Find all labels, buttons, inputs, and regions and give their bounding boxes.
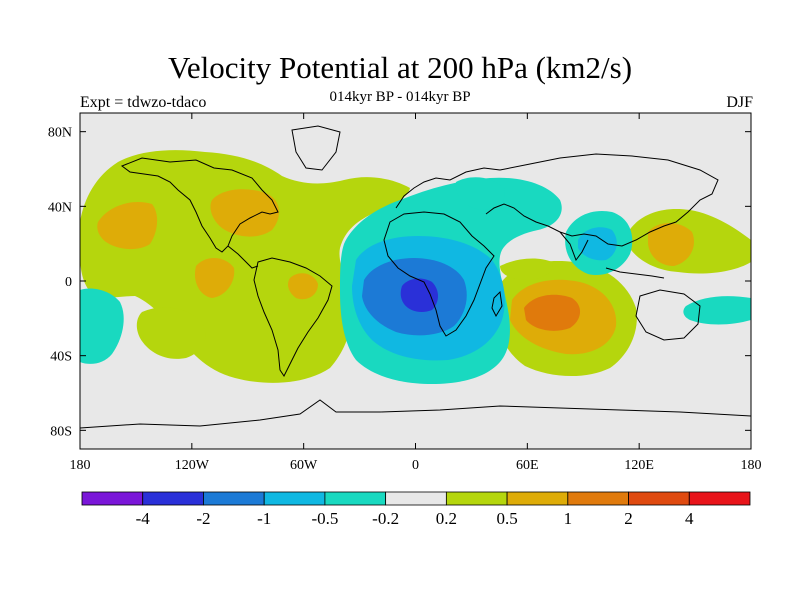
y-tick-label: 80N [48,126,72,141]
x-tick-label: 0 [412,458,419,473]
contour-east-pacific-negative [80,288,124,364]
coastline-antarctica [80,399,751,429]
colorbar-label: -1 [257,509,271,528]
contour-indian-strong [524,294,581,331]
y-tick-label: 40N [48,200,72,215]
colorbar-label: -0.2 [372,509,399,528]
coastline-asia [485,153,719,247]
colorbar-swatch [567,491,629,506]
coastlines [80,125,751,429]
colorbar-label: 2 [624,509,633,528]
contour-usa-orange [210,189,280,237]
x-tick-label: 60E [516,458,539,473]
contour-negative-strong [400,278,438,312]
colorbar-swatch [688,491,751,506]
y-axis: 80N 40N 0 40S 80S [48,126,751,439]
colorbar-label: 1 [564,509,573,528]
contour-australia-negative [683,296,751,325]
coastline-africa [383,211,495,337]
y-tick-label: 0 [65,275,72,290]
y-tick-label: 40S [50,350,72,365]
contour-north-pacific-america-positive [80,150,410,383]
colorbar-swatch [445,491,508,506]
colorbar-label: -2 [196,509,210,528]
map-title: Velocity Potential at 200 hPa (km2/s) [167,50,633,85]
coastline-indonesia [605,267,665,279]
map-subtitle: 014kyr BP - 014kyr BP [329,89,471,105]
contour-indonesia-sky [578,227,617,261]
contour-north-africa-negative [455,177,505,210]
colorbar: -4 -2 -1 -0.5 -0.2 0.2 0.5 1 2 4 [81,491,751,528]
contour-south-pacific-positive [136,307,206,359]
colorbar-label: 4 [685,509,694,528]
x-tick-label: 120E [624,458,654,473]
contour-central-africa-positive [500,258,553,280]
coastline-madagascar [491,290,503,318]
colorbar-swatch [142,491,204,506]
colorbar-swatch [385,491,447,506]
x-tick-label: 180 [741,458,762,473]
experiment-label: Expt = tdwzo-tdaco [80,94,207,111]
colorbar-swatch [628,491,690,506]
season-label: DJF [726,94,753,111]
coastline-europe [395,167,501,209]
coastline-central-america [227,245,259,269]
colorbar-swatch [81,491,144,506]
coastline-north-america [120,157,279,253]
contour-westpacific-orange [648,223,694,266]
colorbar-swatch [203,491,265,506]
x-tick-label: 120W [175,458,210,473]
colorbar-swatch [324,491,387,506]
coastline-australia [635,289,701,341]
x-axis: 180 120W 60W 0 60E 120E 180 [70,113,762,473]
x-tick-label: 60W [290,458,318,473]
contour-pacific-orange [97,202,158,250]
colorbar-label: 0.5 [496,509,517,528]
colorbar-label: 0.2 [436,509,457,528]
colorbar-label: -4 [136,509,151,528]
contour-tropical-america-orange [194,257,235,298]
x-tick-label: 180 [70,458,91,473]
coastline-south-america [253,257,333,377]
colorbar-swatch [263,491,326,506]
contour-fill-layer [80,113,751,449]
coastline-greenland [291,125,341,171]
contour-amazon-orange [288,273,318,300]
y-tick-label: 80S [50,424,72,439]
colorbar-swatch [506,491,569,506]
colorbar-label: -0.5 [311,509,338,528]
coastline-india [559,231,589,262]
